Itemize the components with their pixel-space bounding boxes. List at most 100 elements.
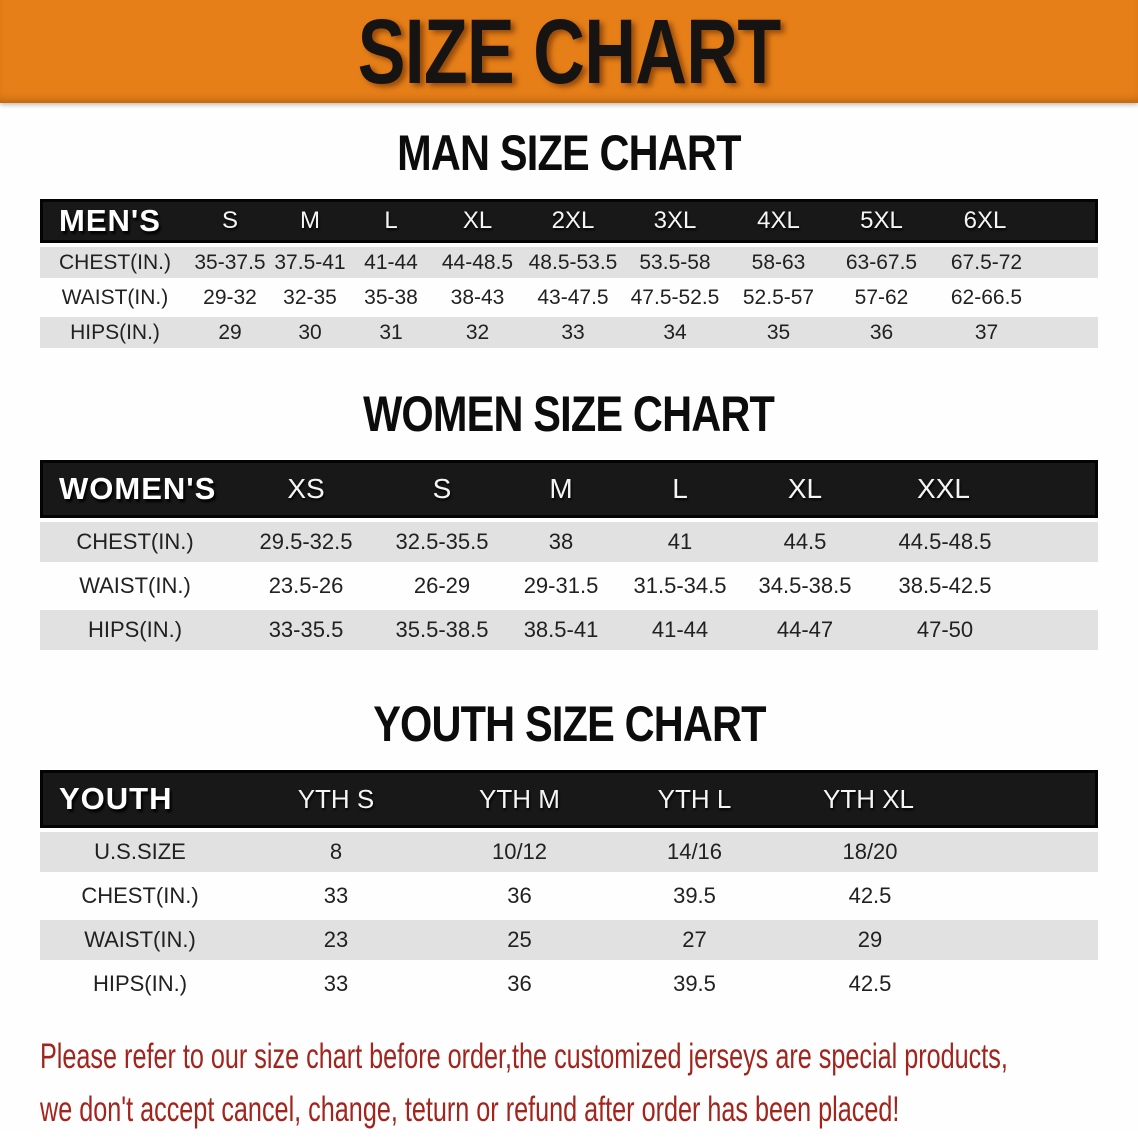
men-column-header-6xl: 6XL (933, 199, 1098, 243)
footer-notice: Please refer to our size chart before or… (40, 1034, 1138, 1140)
value-cell: 57-62 (854, 285, 909, 309)
value-cell: 29 (782, 920, 1098, 960)
value-cell: 37.5-41 (270, 247, 350, 278)
value-cell: 42.5 (848, 971, 892, 996)
value-cell: 8 (240, 832, 432, 872)
youth-column-header-l: YTH L (607, 770, 782, 828)
notice-line: Please refer to our size chart before or… (40, 1034, 1138, 1087)
notice-line: we don't accept cancel, change, teturn o… (40, 1087, 1138, 1140)
value-cell: 31.5-34.5 (633, 573, 727, 598)
youth-column-header-s: YTH S (240, 770, 432, 828)
banner-title: SIZE CHART (357, 0, 782, 103)
men-section-heading: MAN SIZE CHART (0, 125, 1138, 181)
value-cell: 26-29 (413, 573, 471, 598)
men-waist-row: WAIST(IN.) 29-32 32-35 35-38 38-43 43-47… (40, 282, 1098, 313)
value-cell: 52.5-57 (742, 285, 815, 309)
row-label-cell: HIPS(IN.) (40, 610, 230, 650)
value-cell: 53.5-58 (623, 247, 727, 278)
value-cell: 14/16 (607, 832, 782, 872)
youth-column-header-xl: YTH XL (782, 770, 1098, 828)
women-size-table: WOMEN'S XS S M L XL XXL CHEST(IN.) 29.5-… (40, 456, 1098, 654)
row-label-cell: CHEST(IN.) (40, 522, 230, 562)
women-column-header-l: L (620, 460, 740, 518)
youth-section-heading: YOUTH SIZE CHART (0, 696, 1138, 752)
men-group-label: MEN'S (40, 199, 190, 243)
value-cell: 44-48.5 (432, 247, 523, 278)
value-cell: 29 (190, 317, 270, 348)
women-column-header-s: S (382, 460, 502, 518)
men-hips-row: HIPS(IN.) 29 30 31 32 33 34 35 36 37 (40, 317, 1098, 348)
value-cell: 44.5-48.5 (870, 522, 1098, 562)
row-label-cell: U.S.SIZE (40, 832, 240, 872)
youth-heading-text: YOUTH SIZE CHART (372, 696, 766, 752)
row-label-cell: WAIST(IN.) (79, 573, 191, 598)
men-column-header-2xl: 2XL (523, 199, 623, 243)
youth-hips-row: HIPS(IN.) 33 36 39.5 42.5 (40, 964, 1098, 1004)
value-cell: 23 (240, 920, 432, 960)
women-column-header-xs: XS (230, 460, 382, 518)
value-cell: 38.5-42.5 (898, 573, 992, 598)
value-cell: 39.5 (673, 971, 716, 996)
value-cell: 32-35 (283, 285, 337, 309)
value-cell: 25 (432, 920, 607, 960)
value-cell: 41-44 (620, 610, 740, 650)
value-cell: 29-32 (203, 285, 257, 309)
value-cell: 37 (933, 317, 1098, 348)
value-cell: 44.5 (740, 522, 870, 562)
value-cell: 36 (507, 971, 532, 996)
women-column-header-xxl: XXL (870, 460, 1098, 518)
women-header-row: WOMEN'S XS S M L XL XXL (40, 460, 1098, 518)
men-column-header-l: L (350, 199, 432, 243)
men-chest-row: CHEST(IN.) 35-37.5 37.5-41 41-44 44-48.5… (40, 247, 1098, 278)
value-cell: 35.5-38.5 (382, 610, 502, 650)
youth-waist-row: WAIST(IN.) 23 25 27 29 (40, 920, 1098, 960)
banner: SIZE CHART (0, 0, 1138, 103)
value-cell: 36 (507, 883, 532, 908)
value-cell: 41-44 (350, 247, 432, 278)
value-cell: 33 (323, 883, 349, 908)
value-cell: 32 (432, 317, 523, 348)
value-cell: 42.5 (848, 883, 892, 908)
value-cell: 44-47 (740, 610, 870, 650)
value-cell: 33-35.5 (230, 610, 382, 650)
women-heading-text: WOMEN SIZE CHART (363, 386, 776, 442)
value-cell: 34.5-38.5 (758, 573, 852, 598)
youth-group-label: YOUTH (40, 770, 240, 828)
value-cell: 31 (350, 317, 432, 348)
value-cell: 23.5-26 (268, 573, 344, 598)
row-label-cell: CHEST(IN.) (81, 883, 199, 908)
men-heading-text: MAN SIZE CHART (397, 125, 741, 181)
value-cell: 33 (323, 971, 349, 996)
value-cell: 29-31.5 (523, 573, 599, 598)
notice-line-1: Please refer to our size chart before or… (40, 1037, 1008, 1076)
value-cell: 36 (830, 317, 933, 348)
value-cell: 62-66.5 (950, 285, 1023, 309)
value-cell: 63-67.5 (830, 247, 933, 278)
value-cell: 58-63 (727, 247, 830, 278)
women-section-heading: WOMEN SIZE CHART (0, 386, 1138, 442)
women-column-header-xl: XL (740, 460, 870, 518)
value-cell: 43-47.5 (537, 285, 609, 309)
value-cell: 48.5-53.5 (523, 247, 623, 278)
youth-column-header-m: YTH M (432, 770, 607, 828)
value-cell: 47.5-52.5 (630, 285, 720, 309)
men-size-chart-section: MAN SIZE CHART MEN'S S M L XL 2XL 3XL 4X… (0, 125, 1138, 352)
value-cell: 10/12 (432, 832, 607, 872)
value-cell: 29.5-32.5 (230, 522, 382, 562)
value-cell: 67.5-72 (933, 247, 1098, 278)
women-hips-row: HIPS(IN.) 33-35.5 35.5-38.5 38.5-41 41-4… (40, 610, 1098, 650)
value-cell: 47-50 (870, 610, 1098, 650)
value-cell: 27 (607, 920, 782, 960)
value-cell: 39.5 (673, 883, 716, 908)
value-cell: 38 (502, 522, 620, 562)
row-label-cell: WAIST(IN.) (61, 285, 169, 309)
row-label-cell: HIPS(IN.) (92, 971, 188, 996)
youth-size-table: YOUTH YTH S YTH M YTH L YTH XL U.S.SIZE … (40, 766, 1098, 1008)
row-label-cell: CHEST(IN.) (40, 247, 190, 278)
women-chest-row: CHEST(IN.) 29.5-32.5 32.5-35.5 38 41 44.… (40, 522, 1098, 562)
men-column-header-3xl: 3XL (623, 199, 727, 243)
men-column-header-xl: XL (432, 199, 523, 243)
value-cell: 32.5-35.5 (382, 522, 502, 562)
value-cell: 38-43 (450, 285, 505, 309)
